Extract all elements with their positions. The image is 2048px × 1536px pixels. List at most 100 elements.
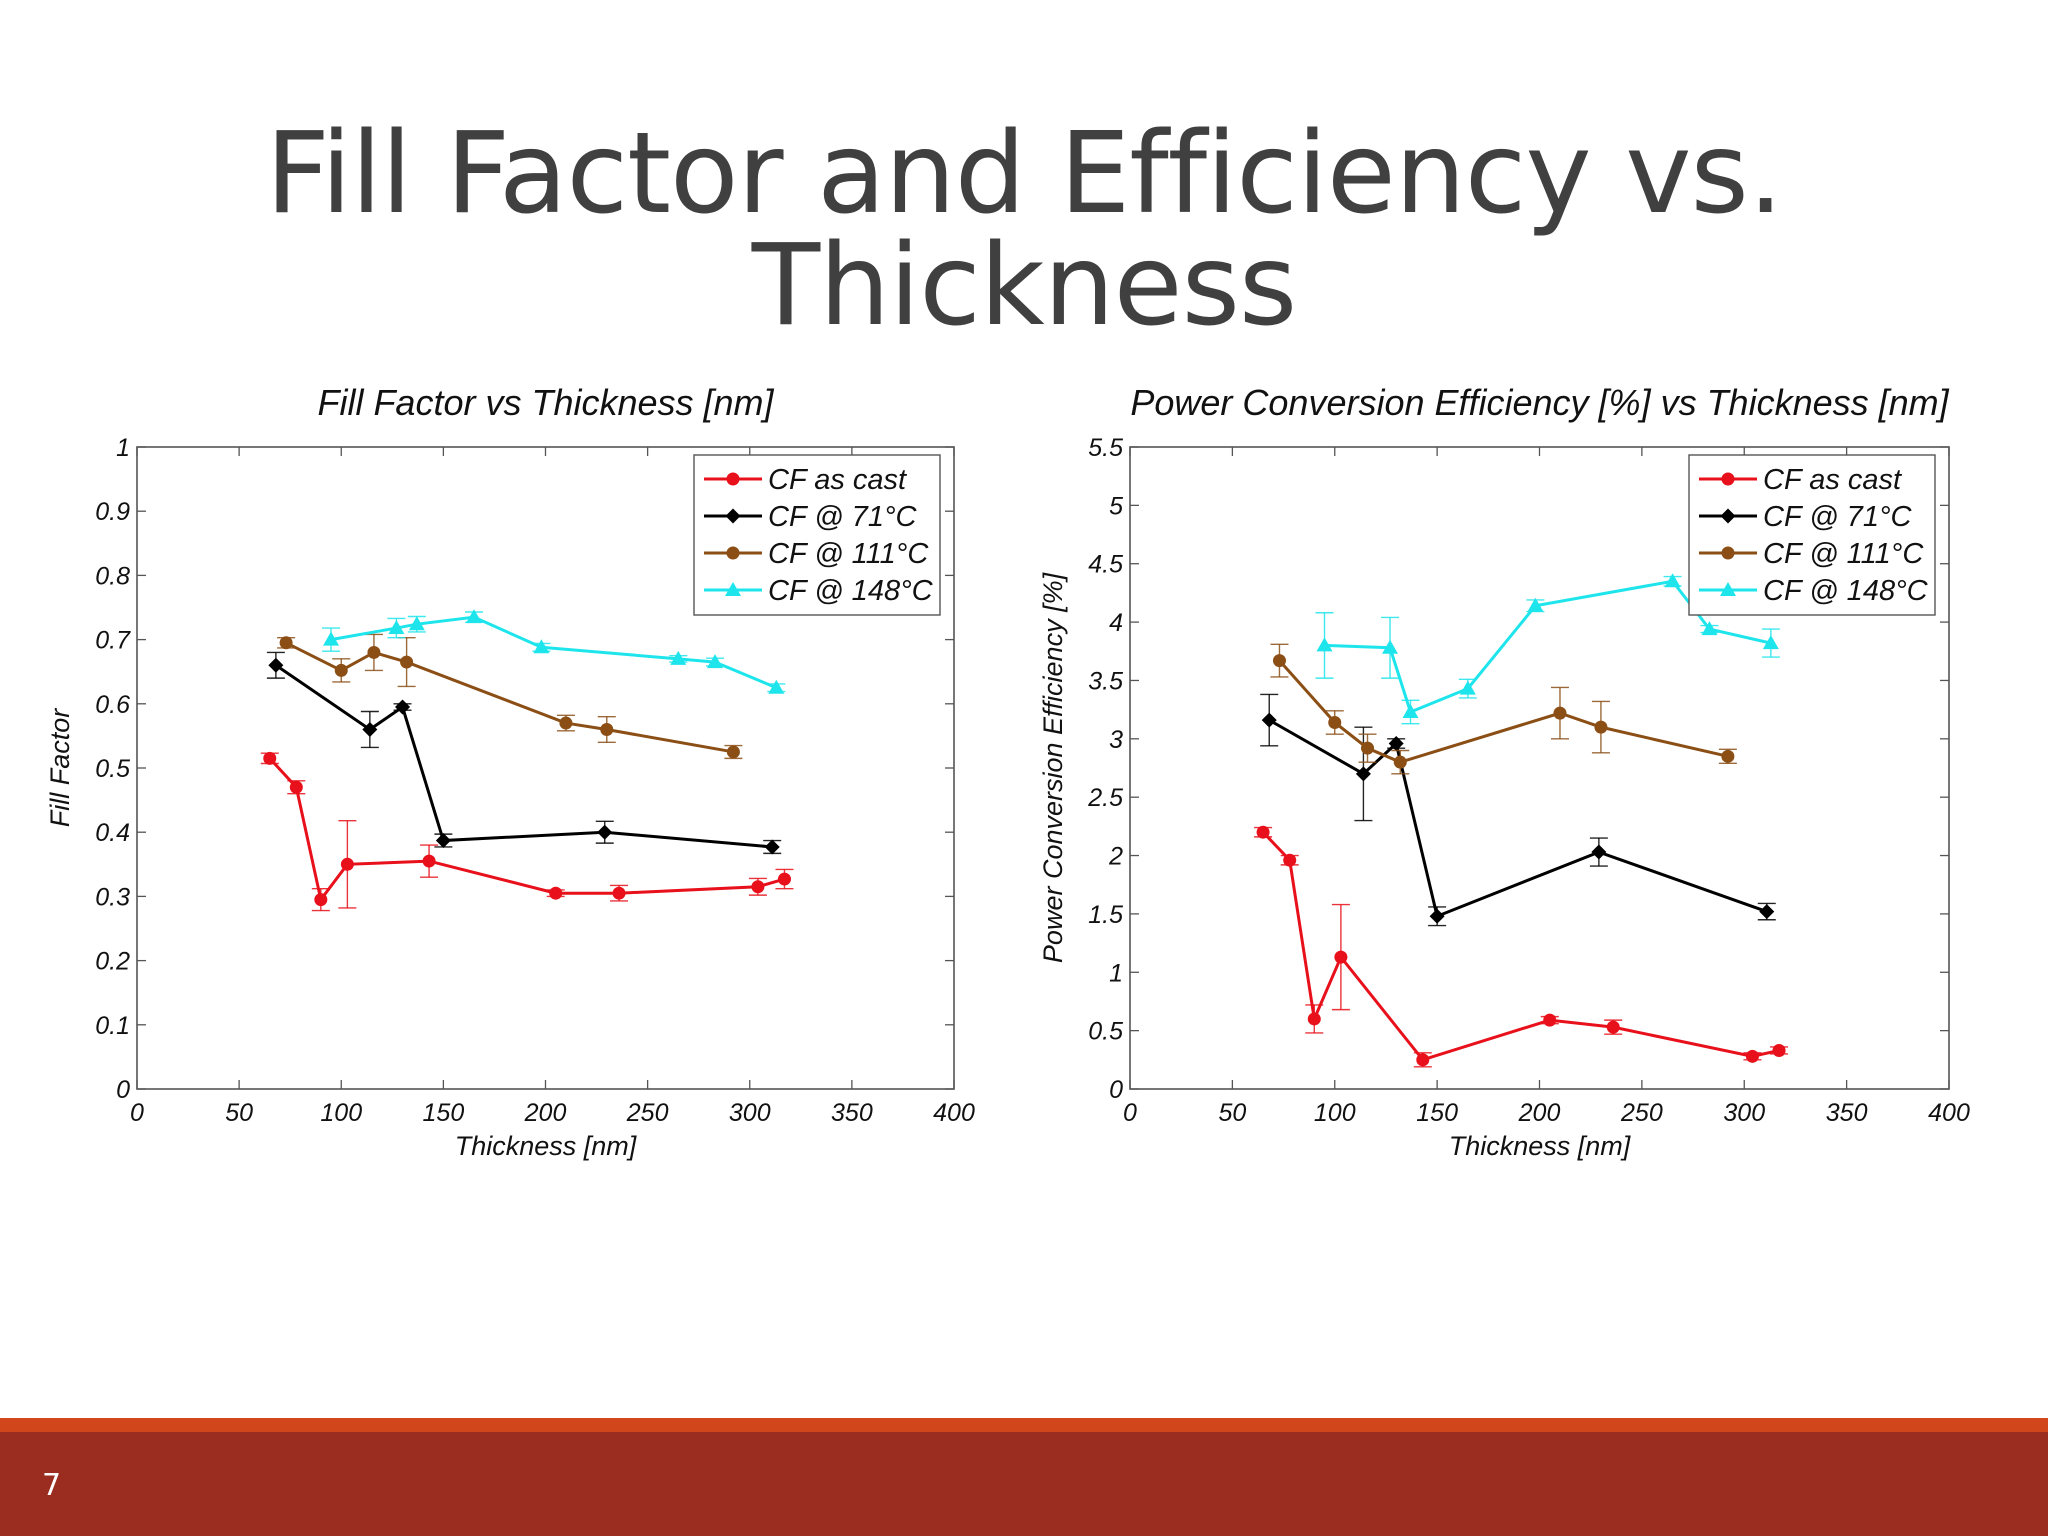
data-point bbox=[1402, 703, 1419, 718]
x-tick-label: 200 bbox=[1518, 1099, 1561, 1127]
data-point bbox=[1316, 637, 1333, 652]
data-point bbox=[1261, 712, 1277, 728]
data-point bbox=[612, 886, 626, 900]
legend-marker bbox=[1721, 472, 1735, 486]
fill-factor-chart: Fill Factor vs Thickness [nm] 0 50 100 150 20… bbox=[45, 382, 975, 1161]
x-tick-label: 0 bbox=[130, 1099, 144, 1127]
y-tick-label: 2 bbox=[1108, 843, 1123, 871]
data-point bbox=[334, 663, 348, 677]
x-tick-label: 200 bbox=[524, 1099, 567, 1127]
x-tick-label: 400 bbox=[933, 1099, 975, 1127]
legend-marker bbox=[726, 472, 740, 486]
y-axis-label: Power Conversion Efficiency [%] bbox=[1038, 571, 1068, 963]
series-cf-71-c bbox=[266, 651, 782, 855]
y-axis-label: Fill Factor bbox=[45, 708, 75, 828]
data-point bbox=[1759, 904, 1775, 920]
data-point bbox=[764, 839, 780, 855]
legend: CF as cast CF @ 71°C CF @ 111°C CF @ 148°C bbox=[1688, 454, 1936, 616]
data-point bbox=[670, 650, 687, 665]
y-tick-label: 0.6 bbox=[95, 691, 130, 719]
data-point bbox=[1361, 741, 1375, 755]
data-point bbox=[340, 857, 354, 871]
x-tick-label: 0 bbox=[1123, 1099, 1137, 1127]
legend-marker bbox=[725, 508, 741, 524]
x-tick-label: 400 bbox=[1928, 1099, 1970, 1127]
x-tick-label: 100 bbox=[1314, 1099, 1356, 1127]
legend-marker bbox=[1721, 546, 1735, 560]
y-tick-label: 2.5 bbox=[1087, 784, 1123, 812]
data-point bbox=[279, 636, 293, 650]
data-point bbox=[1594, 720, 1608, 734]
footer-stripe bbox=[0, 1418, 2048, 1432]
series-cf-71-c bbox=[1260, 693, 1776, 927]
data-point bbox=[777, 872, 791, 886]
y-tick-label: 0.1 bbox=[95, 1012, 130, 1040]
y-tick-label: 0 bbox=[116, 1076, 130, 1104]
legend-label: CF @ 71°C bbox=[1763, 501, 1913, 533]
y-tick-label: 0.2 bbox=[95, 948, 130, 976]
data-point bbox=[1355, 766, 1371, 782]
x-tick-label: 50 bbox=[1218, 1099, 1246, 1127]
data-point bbox=[1256, 825, 1270, 839]
legend-label: CF @ 148°C bbox=[768, 575, 934, 607]
x-tick-label: 150 bbox=[423, 1099, 465, 1127]
y-tick-label: 0.4 bbox=[95, 819, 130, 847]
slide-number: 7 bbox=[42, 1468, 62, 1503]
x-tick-label: 300 bbox=[1723, 1099, 1765, 1127]
x-axis-label: Thickness [nm] bbox=[1449, 1131, 1632, 1161]
data-point bbox=[466, 609, 483, 624]
data-point bbox=[1429, 908, 1445, 924]
y-tick-label: 4.5 bbox=[1088, 551, 1123, 579]
y-tick-label: 1.5 bbox=[1088, 901, 1123, 929]
data-point bbox=[1772, 1043, 1786, 1057]
legend-marker bbox=[726, 546, 740, 560]
data-point bbox=[1553, 706, 1567, 720]
data-point bbox=[323, 631, 340, 646]
data-point bbox=[435, 833, 451, 849]
y-tick-label: 0 bbox=[1109, 1076, 1123, 1104]
data-point bbox=[1762, 635, 1779, 650]
y-tick-label: 1 bbox=[1109, 959, 1123, 987]
series-cf-148-c bbox=[322, 609, 786, 694]
y-tick-label: 1 bbox=[116, 434, 130, 462]
x-tick-label: 350 bbox=[831, 1099, 873, 1127]
legend-label: CF @ 111°C bbox=[1763, 538, 1924, 570]
data-point bbox=[1388, 735, 1404, 751]
data-point bbox=[533, 639, 550, 654]
data-point bbox=[1328, 715, 1342, 729]
chart-title: Power Conversion Efficiency [%] vs Thick… bbox=[1130, 382, 1949, 423]
data-point bbox=[1591, 844, 1607, 860]
footer-bar bbox=[0, 1432, 2048, 1536]
data-point bbox=[597, 824, 613, 840]
slide-title: Fill Factor and Efficiency vs. Thickness bbox=[265, 109, 1784, 351]
legend-label: CF @ 71°C bbox=[768, 501, 918, 533]
x-tick-label: 350 bbox=[1826, 1099, 1868, 1127]
y-tick-label: 0.3 bbox=[95, 883, 130, 911]
data-point bbox=[395, 699, 411, 715]
data-point bbox=[422, 854, 436, 868]
data-point bbox=[549, 886, 563, 900]
legend-label: CF @ 111°C bbox=[768, 538, 929, 570]
y-tick-label: 0.5 bbox=[95, 755, 130, 783]
data-point bbox=[1307, 1012, 1321, 1026]
data-point bbox=[268, 657, 284, 673]
data-point bbox=[559, 716, 573, 730]
legend-label: CF as cast bbox=[1763, 464, 1903, 496]
data-point bbox=[408, 616, 425, 631]
data-point bbox=[400, 655, 414, 669]
y-tick-label: 0.7 bbox=[95, 627, 131, 655]
series-cf-111-c bbox=[277, 633, 743, 760]
y-tick-label: 4 bbox=[1109, 609, 1123, 637]
y-tick-label: 0.9 bbox=[95, 498, 130, 526]
data-point bbox=[1334, 950, 1348, 964]
x-tick-label: 250 bbox=[626, 1099, 669, 1127]
legend-marker bbox=[1720, 582, 1736, 596]
series-cf-as-cast bbox=[260, 751, 794, 912]
y-tick-label: 5.5 bbox=[1088, 434, 1123, 462]
data-point bbox=[1701, 621, 1718, 636]
y-tick-label: 0.8 bbox=[95, 562, 130, 590]
data-point bbox=[1606, 1020, 1620, 1034]
data-point bbox=[388, 620, 405, 635]
x-tick-label: 50 bbox=[225, 1099, 253, 1127]
data-point bbox=[1543, 1013, 1557, 1027]
